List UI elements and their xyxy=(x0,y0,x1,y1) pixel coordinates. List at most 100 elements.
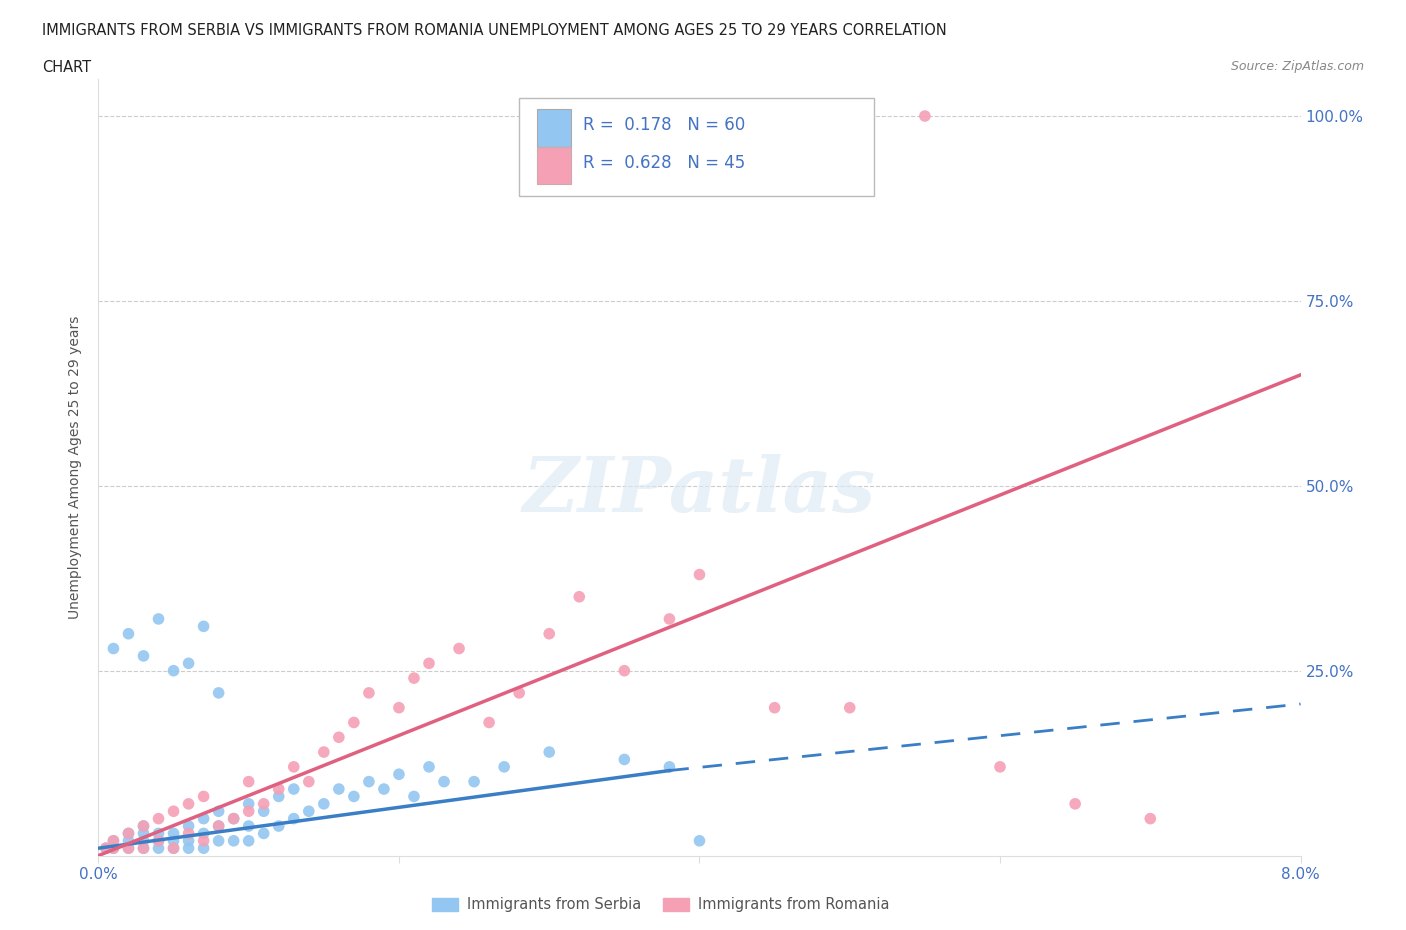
Point xyxy=(328,730,350,745)
Point xyxy=(1139,811,1161,826)
Point xyxy=(177,796,200,811)
Point xyxy=(418,656,440,671)
Point xyxy=(914,109,936,124)
Point xyxy=(94,841,117,856)
Point xyxy=(177,833,200,848)
Point xyxy=(613,663,636,678)
Bar xyxy=(537,147,571,184)
Point xyxy=(193,811,215,826)
Point xyxy=(208,818,231,833)
Point xyxy=(312,745,335,760)
Point xyxy=(132,841,155,856)
Point xyxy=(193,841,215,856)
Legend: Immigrants from Serbia, Immigrants from Romania: Immigrants from Serbia, Immigrants from … xyxy=(426,891,896,918)
Point xyxy=(283,781,305,796)
Point xyxy=(162,804,184,818)
Point xyxy=(208,818,231,833)
Point xyxy=(388,700,411,715)
Point xyxy=(238,774,260,789)
Point xyxy=(613,752,636,767)
Point xyxy=(253,796,276,811)
Point xyxy=(658,760,681,775)
Point xyxy=(538,745,561,760)
Point xyxy=(988,760,1011,775)
Point xyxy=(253,826,276,841)
Point xyxy=(1064,796,1087,811)
Point xyxy=(222,811,245,826)
Point xyxy=(148,826,170,841)
Point xyxy=(267,789,290,804)
Point xyxy=(402,671,425,685)
Point xyxy=(132,648,155,663)
Point xyxy=(103,833,125,848)
Point xyxy=(508,685,530,700)
Point xyxy=(494,760,516,775)
Point xyxy=(208,685,231,700)
Point xyxy=(283,760,305,775)
Point xyxy=(208,833,231,848)
Point xyxy=(117,826,139,841)
Point xyxy=(193,826,215,841)
Point xyxy=(117,833,139,848)
Point xyxy=(283,811,305,826)
Point xyxy=(568,590,591,604)
Point xyxy=(193,618,215,633)
Point xyxy=(162,841,184,856)
Point xyxy=(148,841,170,856)
Point xyxy=(132,841,155,856)
Text: ZIPatlas: ZIPatlas xyxy=(523,454,876,527)
Point xyxy=(238,804,260,818)
Point xyxy=(208,804,231,818)
Point xyxy=(433,774,456,789)
Point xyxy=(267,818,290,833)
Point xyxy=(447,641,470,656)
Point xyxy=(103,841,125,856)
Point xyxy=(689,567,711,582)
Point xyxy=(343,789,366,804)
Point xyxy=(568,109,591,124)
Text: IMMIGRANTS FROM SERBIA VS IMMIGRANTS FROM ROMANIA UNEMPLOYMENT AMONG AGES 25 TO : IMMIGRANTS FROM SERBIA VS IMMIGRANTS FRO… xyxy=(42,23,946,38)
Point xyxy=(162,826,184,841)
Point xyxy=(343,715,366,730)
Point xyxy=(373,781,395,796)
Point xyxy=(132,833,155,848)
Text: R =  0.628   N = 45: R = 0.628 N = 45 xyxy=(583,154,745,172)
Point xyxy=(177,826,200,841)
Point xyxy=(103,641,125,656)
Point xyxy=(117,826,139,841)
Point xyxy=(103,841,125,856)
Point xyxy=(148,833,170,848)
Point xyxy=(388,767,411,782)
Point xyxy=(222,833,245,848)
Point xyxy=(478,715,501,730)
Point xyxy=(328,781,350,796)
Text: R =  0.178   N = 60: R = 0.178 N = 60 xyxy=(583,116,745,134)
Point xyxy=(103,833,125,848)
Point xyxy=(838,700,860,715)
Point xyxy=(238,796,260,811)
Point xyxy=(253,804,276,818)
Point xyxy=(312,796,335,811)
Point xyxy=(193,833,215,848)
Point xyxy=(463,774,485,789)
Point xyxy=(763,700,786,715)
Point xyxy=(132,818,155,833)
Point xyxy=(193,789,215,804)
Point xyxy=(418,760,440,775)
Point xyxy=(162,663,184,678)
Point xyxy=(222,811,245,826)
Point xyxy=(238,818,260,833)
Point xyxy=(148,833,170,848)
Point xyxy=(148,612,170,627)
Point xyxy=(117,841,139,856)
Point xyxy=(298,774,321,789)
Point xyxy=(298,804,321,818)
Point xyxy=(357,774,380,789)
Point xyxy=(177,818,200,833)
FancyBboxPatch shape xyxy=(519,99,873,195)
Point xyxy=(658,612,681,627)
Point xyxy=(177,841,200,856)
Text: Source: ZipAtlas.com: Source: ZipAtlas.com xyxy=(1230,60,1364,73)
Point xyxy=(94,841,117,856)
Point xyxy=(238,833,260,848)
